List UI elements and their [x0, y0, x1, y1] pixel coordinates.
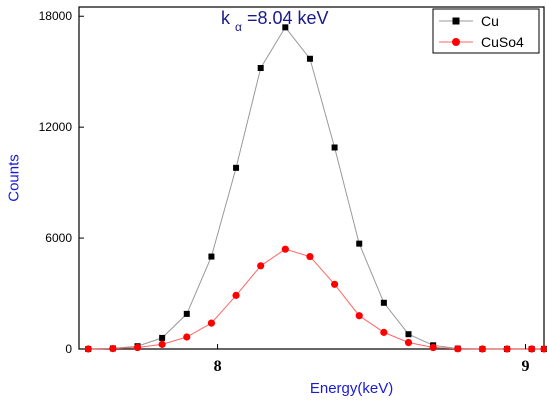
x-axis-label: Energy(keV) — [310, 380, 393, 397]
data-point — [233, 164, 240, 171]
data-point — [404, 338, 413, 347]
x-tick-label: 8 — [214, 358, 222, 375]
y-tick-label: 0 — [65, 342, 72, 356]
y-tick-label: 12000 — [39, 120, 73, 134]
axes-layer: 0 6000 12000 18000 8 9 — [39, 9, 530, 375]
data-point — [109, 345, 117, 353]
x-tick-label: 9 — [522, 358, 530, 375]
data-point — [84, 345, 92, 353]
series-line — [88, 248, 544, 350]
series-line — [88, 26, 544, 350]
plot-area — [78, 6, 545, 350]
legend-marker — [452, 38, 460, 46]
legend-label: Cu — [481, 13, 499, 29]
data-point — [454, 345, 462, 353]
data-point — [159, 334, 166, 341]
k-alpha-annotation: k α =8.04 keV — [221, 8, 329, 35]
data-point — [405, 331, 412, 338]
annotation-subscript: α — [235, 20, 242, 34]
annotation-prefix: k — [221, 8, 231, 28]
legend: Cu CuSo4 — [432, 8, 540, 54]
data-point — [208, 253, 215, 260]
data-point — [183, 310, 190, 317]
data-point — [540, 345, 547, 353]
data-point — [133, 343, 142, 352]
annotation-text: =8.04 keV — [247, 8, 329, 28]
data-point — [503, 345, 511, 353]
legend-label: CuSo4 — [481, 34, 524, 50]
series-layer — [84, 24, 547, 353]
legend-box — [432, 8, 540, 54]
data-point — [281, 245, 289, 253]
data-point — [356, 240, 363, 247]
y-axis-label: Counts — [6, 154, 23, 202]
series-cu — [85, 24, 547, 352]
data-point — [257, 262, 265, 270]
data-point — [183, 333, 191, 341]
data-point — [429, 343, 437, 352]
data-point — [380, 299, 387, 306]
series-cuso4 — [84, 245, 547, 353]
data-point — [257, 65, 264, 72]
legend-marker — [452, 17, 460, 25]
data-point — [528, 345, 536, 353]
data-point — [232, 291, 240, 299]
data-point — [306, 55, 313, 62]
y-tick-label: 18000 — [39, 9, 73, 23]
data-point — [330, 280, 339, 288]
data-point — [380, 328, 388, 336]
data-point — [207, 319, 216, 327]
data-point — [158, 340, 166, 348]
plot-frame — [78, 6, 545, 350]
data-point — [282, 24, 289, 31]
data-point — [355, 312, 363, 320]
data-point — [478, 345, 487, 353]
data-point — [306, 252, 314, 261]
y-tick-label: 6000 — [45, 231, 72, 245]
data-point — [331, 144, 338, 151]
